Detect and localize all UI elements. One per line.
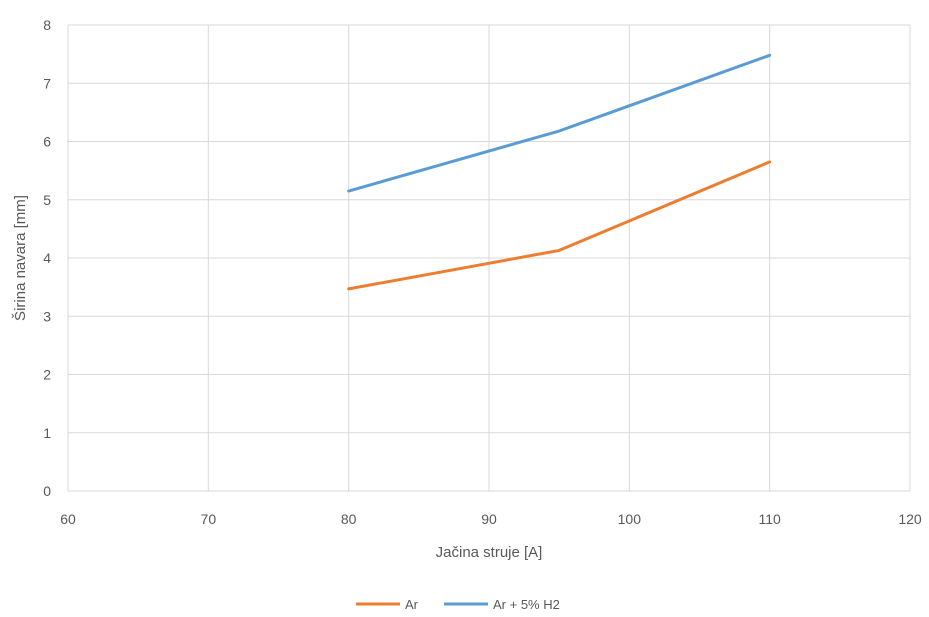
grid	[67, 24, 911, 492]
x-axis-title: Jačina struje [A]	[436, 544, 543, 561]
y-tick-label: 3	[43, 308, 51, 324]
series-line-ar	[347, 160, 772, 291]
y-tick-label: 8	[43, 17, 51, 33]
series-lines	[347, 53, 772, 291]
legend: Ar Ar + 5% H2	[356, 597, 560, 612]
x-tick-label: 80	[341, 511, 357, 527]
y-axis-title: Širina navara [mm]	[12, 195, 29, 321]
x-tick-label: 70	[201, 511, 217, 527]
x-tick-label: 90	[481, 511, 497, 527]
y-tick-label: 6	[43, 134, 51, 150]
legend-label: Ar + 5% H2	[493, 597, 560, 612]
y-tick-label: 1	[43, 425, 51, 441]
y-tick-label: 0	[43, 483, 51, 499]
x-tick-label: 60	[60, 511, 76, 527]
tick-labels: 0 1 2 3 4 5 6 7 8 60 70 80 90 100 110 120	[43, 17, 922, 527]
y-tick-label: 4	[43, 250, 51, 266]
x-tick-label: 110	[759, 511, 782, 527]
y-tick-label: 5	[43, 192, 51, 208]
legend-label: Ar	[405, 597, 419, 612]
y-tick-label: 2	[43, 367, 51, 383]
series-line-ar-h2	[347, 53, 772, 193]
y-tick-label: 7	[43, 75, 51, 91]
x-tick-label: 100	[618, 511, 642, 527]
x-tick-label: 120	[898, 511, 922, 527]
